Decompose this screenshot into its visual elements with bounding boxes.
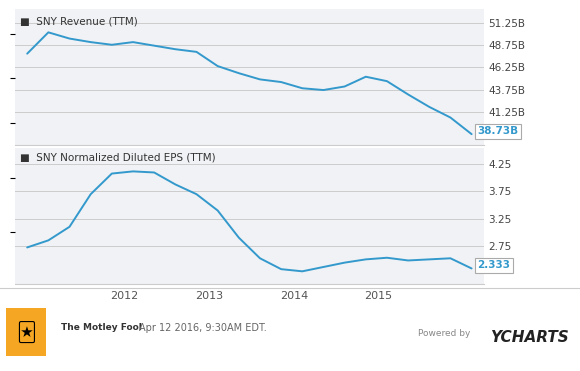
Text: ■  SNY Revenue (TTM): ■ SNY Revenue (TTM) xyxy=(20,16,138,26)
Text: 2.333: 2.333 xyxy=(477,260,510,270)
Text: Powered by: Powered by xyxy=(418,329,470,338)
Text: ■  SNY Normalized Diluted EPS (TTM): ■ SNY Normalized Diluted EPS (TTM) xyxy=(20,152,216,162)
Text: 🃏: 🃏 xyxy=(16,321,36,343)
Text: The Motley Fool: The Motley Fool xyxy=(61,323,142,332)
Text: YCHARTS: YCHARTS xyxy=(490,330,569,345)
Text: Apr 12 2016, 9:30AM EDT.: Apr 12 2016, 9:30AM EDT. xyxy=(139,324,267,333)
Text: 38.73B: 38.73B xyxy=(477,126,519,136)
